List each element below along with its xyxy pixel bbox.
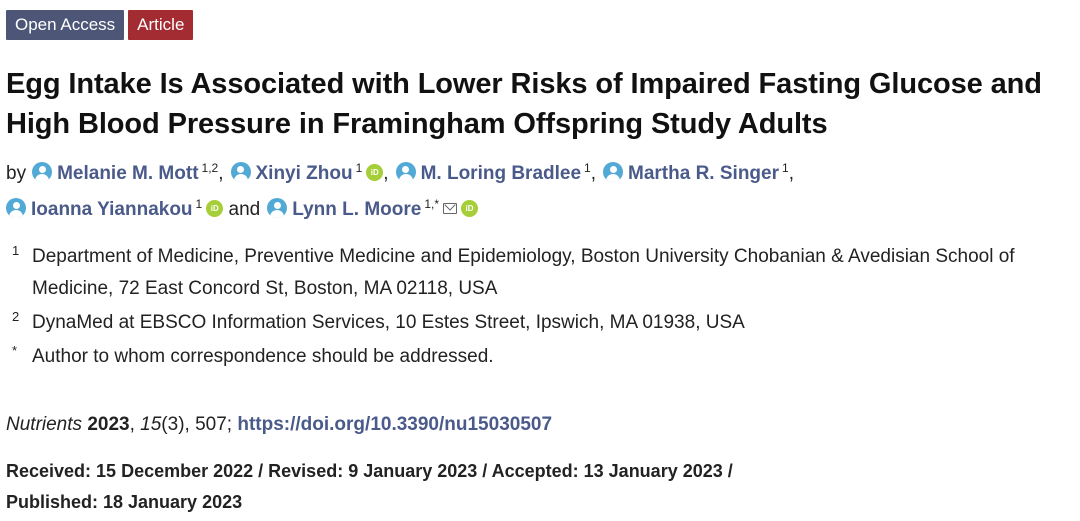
- author-link[interactable]: Melanie M. Mott: [57, 163, 199, 184]
- orcid-icon[interactable]: iD: [461, 200, 479, 217]
- dates-line-received: Received: 15 December 2022 / Revised: 9 …: [6, 461, 733, 481]
- affiliation-sup: 1: [782, 161, 789, 175]
- affiliation-list: 1 Department of Medicine, Preventive Med…: [6, 241, 1076, 375]
- by-label: by: [6, 163, 27, 184]
- affiliation-sup: 1: [355, 161, 363, 175]
- affiliation-item: 1 Department of Medicine, Preventive Med…: [6, 241, 1076, 305]
- affiliation-sup: 1,*: [424, 197, 440, 211]
- affiliation-number: *: [12, 343, 18, 358]
- affiliation-number: 1: [12, 243, 20, 258]
- orcid-icon[interactable]: iD: [366, 164, 384, 181]
- and-label: and: [228, 199, 261, 220]
- author-link[interactable]: Ioanna Yiannakou: [31, 199, 193, 220]
- author-separator: ,: [590, 163, 597, 184]
- affiliation-text: Author to whom correspondence should be …: [32, 346, 494, 367]
- citation-year: 2023: [87, 414, 130, 435]
- affiliation-sup: 1: [195, 197, 203, 211]
- author-separator: ,: [788, 163, 794, 184]
- affiliation-text: Department of Medicine, Preventive Medic…: [32, 246, 1015, 299]
- citation-volume: 15: [140, 414, 162, 435]
- badge-row: Open Access Article: [6, 10, 194, 40]
- author-link[interactable]: Martha R. Singer: [628, 163, 779, 184]
- doi-link[interactable]: https://doi.org/10.3390/nu15030507: [237, 414, 553, 435]
- user-avatar-icon[interactable]: [32, 162, 53, 182]
- affiliation-sup: 1,2: [201, 161, 219, 175]
- article-type-badge[interactable]: Article: [128, 10, 194, 40]
- user-avatar-icon[interactable]: [395, 162, 416, 182]
- affiliation-sup: 1: [584, 161, 591, 175]
- author-separator: ,: [383, 163, 389, 184]
- article-title: Egg Intake Is Associated with Lower Risk…: [6, 68, 1042, 140]
- user-avatar-icon[interactable]: [603, 162, 624, 182]
- journal-name: Nutrients: [6, 414, 83, 435]
- author-link[interactable]: Xinyi Zhou: [255, 163, 353, 184]
- citation-issue-pages: (3), 507;: [161, 414, 233, 435]
- citation-line: Nutrients 2023, 15(3), 507; https://doi.…: [6, 414, 553, 435]
- affiliation-number: 2: [12, 309, 20, 324]
- author-list: by Melanie M. Mott 1,2, Xinyi Zhou 1 iD, M. Lo…: [6, 153, 1076, 225]
- affiliation-item: 2 DynaMed at EBSCO Information Services,…: [6, 307, 1076, 339]
- orcid-icon[interactable]: iD: [206, 200, 224, 217]
- open-access-badge[interactable]: Open Access: [6, 10, 125, 40]
- user-avatar-icon[interactable]: [6, 198, 26, 218]
- author-link[interactable]: M. Loring Bradlee: [420, 163, 582, 184]
- author-separator: ,: [218, 163, 224, 184]
- dates-line-published: Published: 18 January 2023: [6, 492, 243, 512]
- publication-dates: Received: 15 December 2022 / Revised: 9 …: [6, 456, 1076, 518]
- affiliation-item: * Author to whom correspondence should b…: [6, 341, 1076, 373]
- email-icon[interactable]: [443, 203, 458, 214]
- affiliation-text: DynaMed at EBSCO Information Services, 1…: [32, 312, 745, 333]
- author-link[interactable]: Lynn L. Moore: [292, 199, 422, 220]
- user-avatar-icon[interactable]: [267, 198, 288, 218]
- user-avatar-icon[interactable]: [230, 162, 251, 182]
